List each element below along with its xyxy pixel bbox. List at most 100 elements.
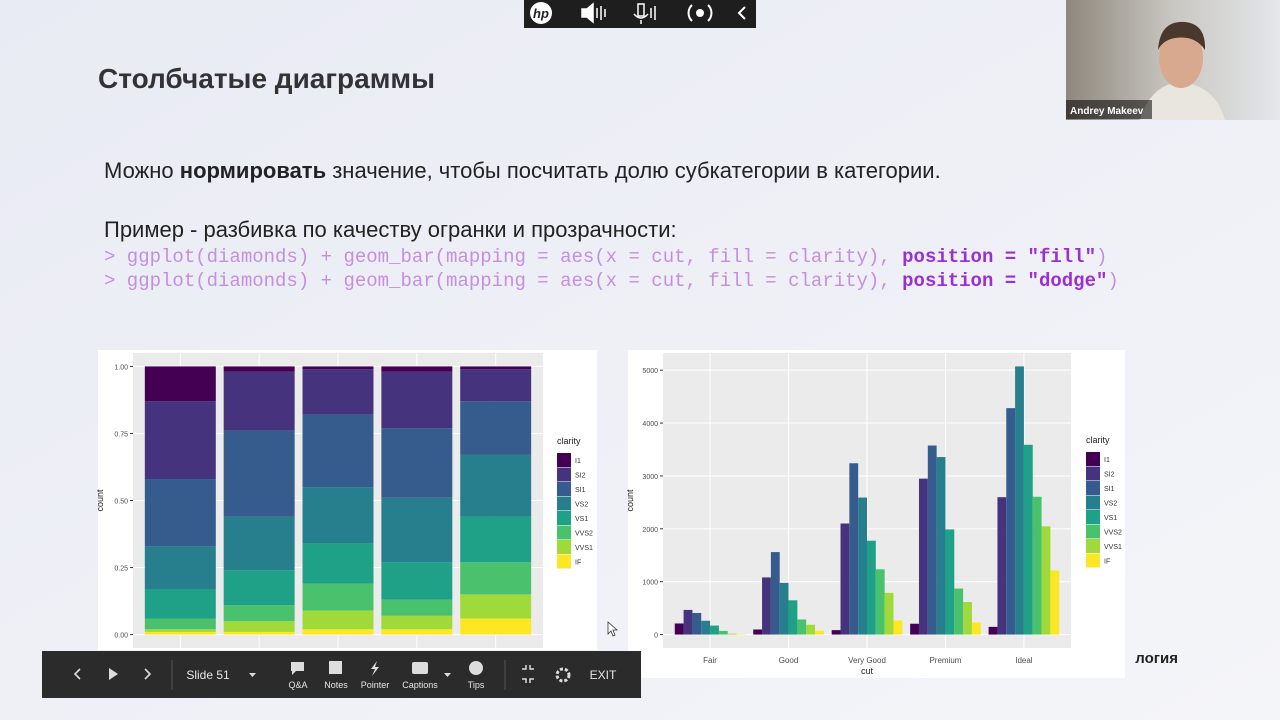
slide-title: Столбчатые диаграммы [98,63,435,94]
x-tick-label: Premium [929,656,961,665]
bar-segment [302,583,374,611]
bar [674,623,684,635]
dropdown-icon[interactable] [444,673,451,677]
code-keyword: position = "dodge" [902,270,1107,292]
exit-button[interactable]: EXIT [590,668,617,682]
x-tick-label: Ideal [1015,656,1033,665]
qa-icon[interactable] [291,662,304,675]
x-tick-label: Very Good [848,656,886,665]
toolbar-button[interactable]: Captions [402,680,438,690]
legend-swatch [1086,524,1100,539]
logo-circle [530,2,552,24]
bar [1015,366,1024,635]
bar-segment [144,366,216,402]
bar-segment [460,618,532,635]
bar [918,478,928,635]
bar [770,552,780,635]
y-tick-label: 1.00 [114,364,128,371]
broadcast-icon [687,4,713,22]
bar [1023,444,1033,635]
broadcast-icon[interactable] [696,9,704,17]
dropdown-icon[interactable] [249,673,256,677]
bar-segment [460,594,532,619]
legend-title: clarity [1086,435,1110,445]
code-part: ) [1107,270,1118,292]
legend-label: SI1 [1104,486,1115,493]
legend-swatch [1086,539,1100,553]
bar-segment [302,366,374,370]
bar [1050,570,1060,635]
legend-label: I1 [1104,457,1110,464]
legend-swatch [1086,452,1100,466]
webcam-person [1158,21,1206,50]
legend-label: VS1 [575,516,588,523]
legend-swatch [557,540,571,554]
legend-swatch [557,511,571,525]
toolbar-button[interactable]: Pointer [361,680,390,690]
bar-segment [302,487,374,544]
bar-segment [302,610,374,630]
captions-icon[interactable] [412,662,428,674]
webcam-person [1140,82,1225,120]
bar [788,600,798,635]
presenter-toolbar [42,651,641,698]
bar-segment [144,629,216,632]
settings-icon[interactable] [555,667,571,683]
speaker-icon[interactable] [581,2,606,24]
text-bold: нормировать [180,158,326,183]
bar-segment [223,366,295,372]
code-part: ) [1096,246,1107,268]
collapse-icon[interactable] [737,6,746,20]
legend-label: VS2 [1104,501,1117,508]
slide-number[interactable]: Slide 51 [186,668,230,682]
legend-label: SI1 [575,487,586,494]
legend-label: IF [1104,559,1110,566]
toolbar-button[interactable]: Q&A [288,680,307,690]
bar [806,624,816,635]
next-button[interactable] [144,668,152,680]
prev-button[interactable] [73,668,81,680]
text-part: Можно [104,158,180,183]
bar [936,457,946,635]
y-axis-label: count [95,489,105,512]
x-tick-label: Good [779,656,799,665]
bar-segment [460,369,532,402]
bar [927,445,937,635]
legend-swatch [557,467,571,482]
logo[interactable]: hp [533,6,549,21]
pointer-icon[interactable] [371,661,379,676]
code-part: > ggplot(diamonds) + geom_bar(mapping = … [104,246,902,268]
bar [840,523,850,635]
legend-label: SI2 [575,473,586,480]
bar [997,497,1007,635]
bar [692,612,702,635]
tips-icon[interactable] [469,661,483,675]
y-tick-label: 0.75 [114,431,128,438]
legend-label: IF [575,560,581,567]
y-axis-label: count [625,489,635,512]
legend-label: VS1 [1104,515,1117,522]
y-tick-label: 0.00 [114,633,128,640]
notes-icon[interactable] [329,661,342,674]
bar-segment [460,366,532,370]
code-part: > ggplot(diamonds) + geom_bar(mapping = … [104,270,902,292]
toolbar-button[interactable]: Notes [324,680,348,690]
y-tick-label: 0.25 [114,566,128,573]
fullscreen-icon[interactable] [522,665,534,683]
bar [875,569,885,635]
play-button[interactable] [109,668,118,680]
bar-segment [144,631,216,635]
y-tick-label: 0.50 [114,499,128,506]
footer-text: логия [1135,650,1178,667]
mic-icon[interactable] [633,3,656,24]
bar-segment [460,454,532,517]
toolbar-button[interactable]: Tips [468,680,485,690]
bar-segment [302,629,374,635]
bar-segment [144,618,216,630]
bar [884,592,894,635]
y-tick-label: 4000 [642,421,658,428]
bar [1041,526,1051,635]
bar [831,630,841,635]
y-tick-label: 1000 [642,580,658,587]
